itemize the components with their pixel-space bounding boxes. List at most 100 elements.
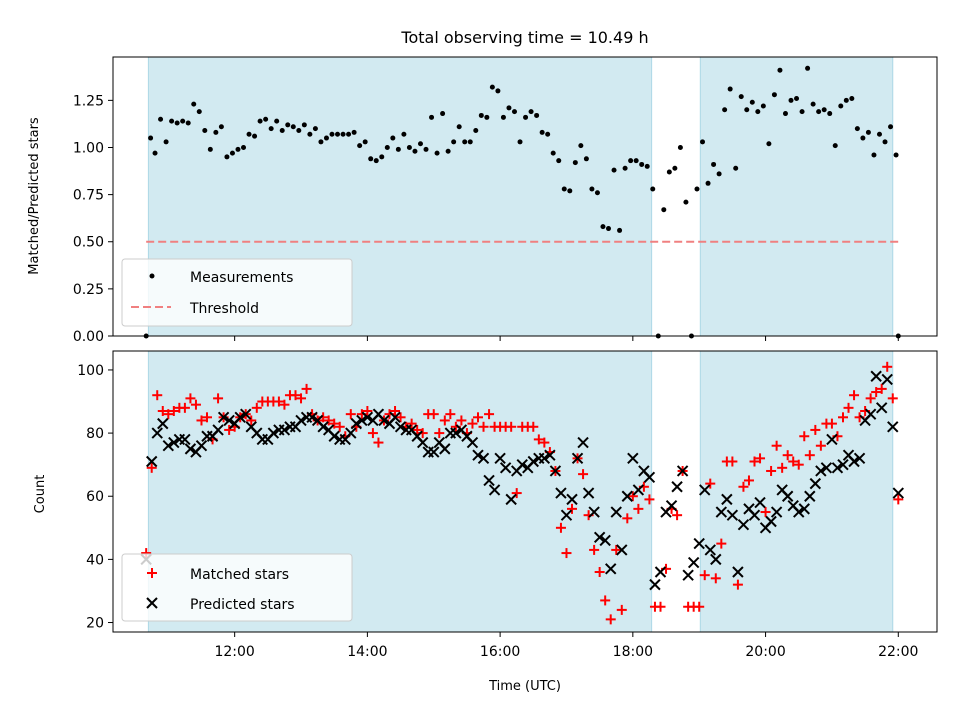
matched-point-61 [478, 421, 489, 432]
legend-matched-marker [147, 568, 157, 578]
measurement-point-75 [556, 158, 562, 164]
measurement-point-37 [346, 131, 352, 137]
measurements-points [143, 65, 901, 339]
matched-point-54 [439, 415, 450, 426]
matched-point-117 [788, 456, 799, 467]
predicted-point-52 [428, 446, 440, 458]
predicted-point-110 [748, 509, 761, 521]
bottom-xtick-label-5: 22:00 [878, 644, 918, 660]
measurement-point-46 [395, 146, 401, 152]
matched-point-45 [390, 405, 401, 416]
measurement-point-97 [677, 144, 683, 150]
predicted-point-39 [356, 414, 368, 427]
predicted-point-85 [610, 506, 622, 518]
measurement-point-48 [406, 144, 412, 150]
measurement-point-26 [285, 122, 291, 128]
measurement-point-108 [738, 94, 744, 100]
measurement-point-125 [832, 143, 838, 149]
measurement-point-90 [639, 161, 645, 167]
bottom-legend: Matched stars Predicted stars [121, 553, 353, 622]
matched-point-60 [472, 412, 483, 423]
measurement-point-31 [312, 126, 318, 132]
predicted-point-3 [157, 417, 169, 430]
measurement-point-17 [235, 146, 241, 152]
measurement-point-110 [749, 99, 755, 105]
measurement-point-113 [766, 141, 772, 147]
measurement-point-136 [893, 152, 899, 158]
matched-point-4 [163, 409, 174, 420]
top-ytick-label-3: 0.75 [73, 188, 104, 204]
predicted-point-100 [693, 537, 705, 550]
matched-point-134 [882, 361, 893, 372]
measurement-point-134 [882, 139, 888, 145]
matched-point-52 [428, 409, 439, 420]
measurement-point-66 [506, 105, 512, 111]
measurement-point-28 [296, 128, 302, 134]
measurement-point-68 [517, 139, 523, 145]
predicted-point-88 [627, 452, 639, 465]
measurement-point-135 [888, 124, 894, 130]
measurement-point-57 [456, 124, 462, 130]
matched-point-113 [766, 465, 777, 476]
measurement-point-12 [207, 146, 213, 152]
predicted-point-108 [737, 518, 750, 531]
measurement-point-35 [335, 131, 341, 137]
matched-point-59 [467, 418, 478, 429]
predicted-point-32 [317, 421, 329, 433]
matched-point-131 [865, 393, 876, 404]
predicted-point-63 [488, 484, 501, 496]
measurement-point-5 [169, 118, 175, 124]
matched-point-5 [168, 405, 179, 416]
top-ytick-label-2: 0.50 [73, 235, 104, 251]
predicted-point-74 [549, 465, 562, 477]
matched-point-100 [694, 601, 705, 612]
matched-point-77 [567, 503, 578, 514]
predicted-point-99 [687, 556, 700, 569]
predicted-point-106 [726, 509, 739, 521]
matched-point-3 [157, 405, 168, 416]
matched-point-136 [893, 494, 904, 505]
measurement-point-20 [252, 133, 258, 139]
matched-point-114 [771, 440, 782, 451]
matched-point-81 [589, 544, 600, 555]
matched-point-67 [511, 488, 522, 499]
matched-point-15 [224, 424, 235, 435]
measurement-point-103 [711, 161, 717, 167]
measurement-point-36 [340, 131, 346, 137]
measurement-point-15 [224, 154, 230, 160]
matched-point-19 [246, 415, 257, 426]
matched-point-70 [528, 421, 539, 432]
measurement-point-105 [722, 107, 728, 113]
matched-point-96 [672, 510, 683, 521]
bottom-ytick-label-0: 20 [86, 616, 104, 632]
predicted-point-79 [577, 436, 589, 449]
matched-point-115 [777, 462, 788, 473]
predicted-point-4 [162, 440, 175, 452]
measurement-point-65 [500, 114, 506, 120]
matched-point-28 [296, 393, 307, 404]
measurement-point-9 [191, 101, 197, 107]
matched-point-119 [799, 431, 810, 442]
measurement-point-76 [561, 186, 567, 192]
matched-point-116 [782, 450, 793, 461]
predicted-point-59 [466, 436, 479, 449]
measurement-point-124 [827, 111, 833, 117]
matched-point-72 [539, 437, 550, 448]
measurement-point-43 [379, 154, 385, 160]
measurement-point-81 [589, 186, 595, 192]
top-ytick-label-1: 0.25 [73, 282, 104, 298]
top-chart-panel: Total observing time = 10.49 h 0.000.250… [27, 28, 938, 345]
measurement-point-55 [445, 148, 451, 154]
predicted-point-114 [770, 506, 783, 518]
measurement-point-47 [401, 131, 407, 137]
matched-point-27 [290, 390, 301, 401]
predicted-point-82 [593, 531, 606, 543]
measurement-point-29 [301, 122, 307, 128]
matched-point-48 [406, 418, 417, 429]
predicted-point-83 [599, 534, 611, 547]
predicted-point-34 [328, 430, 340, 442]
predicted-point-136 [892, 487, 904, 499]
measurement-point-52 [429, 114, 435, 120]
measurement-point-84 [606, 226, 612, 232]
matched-point-53 [434, 428, 445, 439]
